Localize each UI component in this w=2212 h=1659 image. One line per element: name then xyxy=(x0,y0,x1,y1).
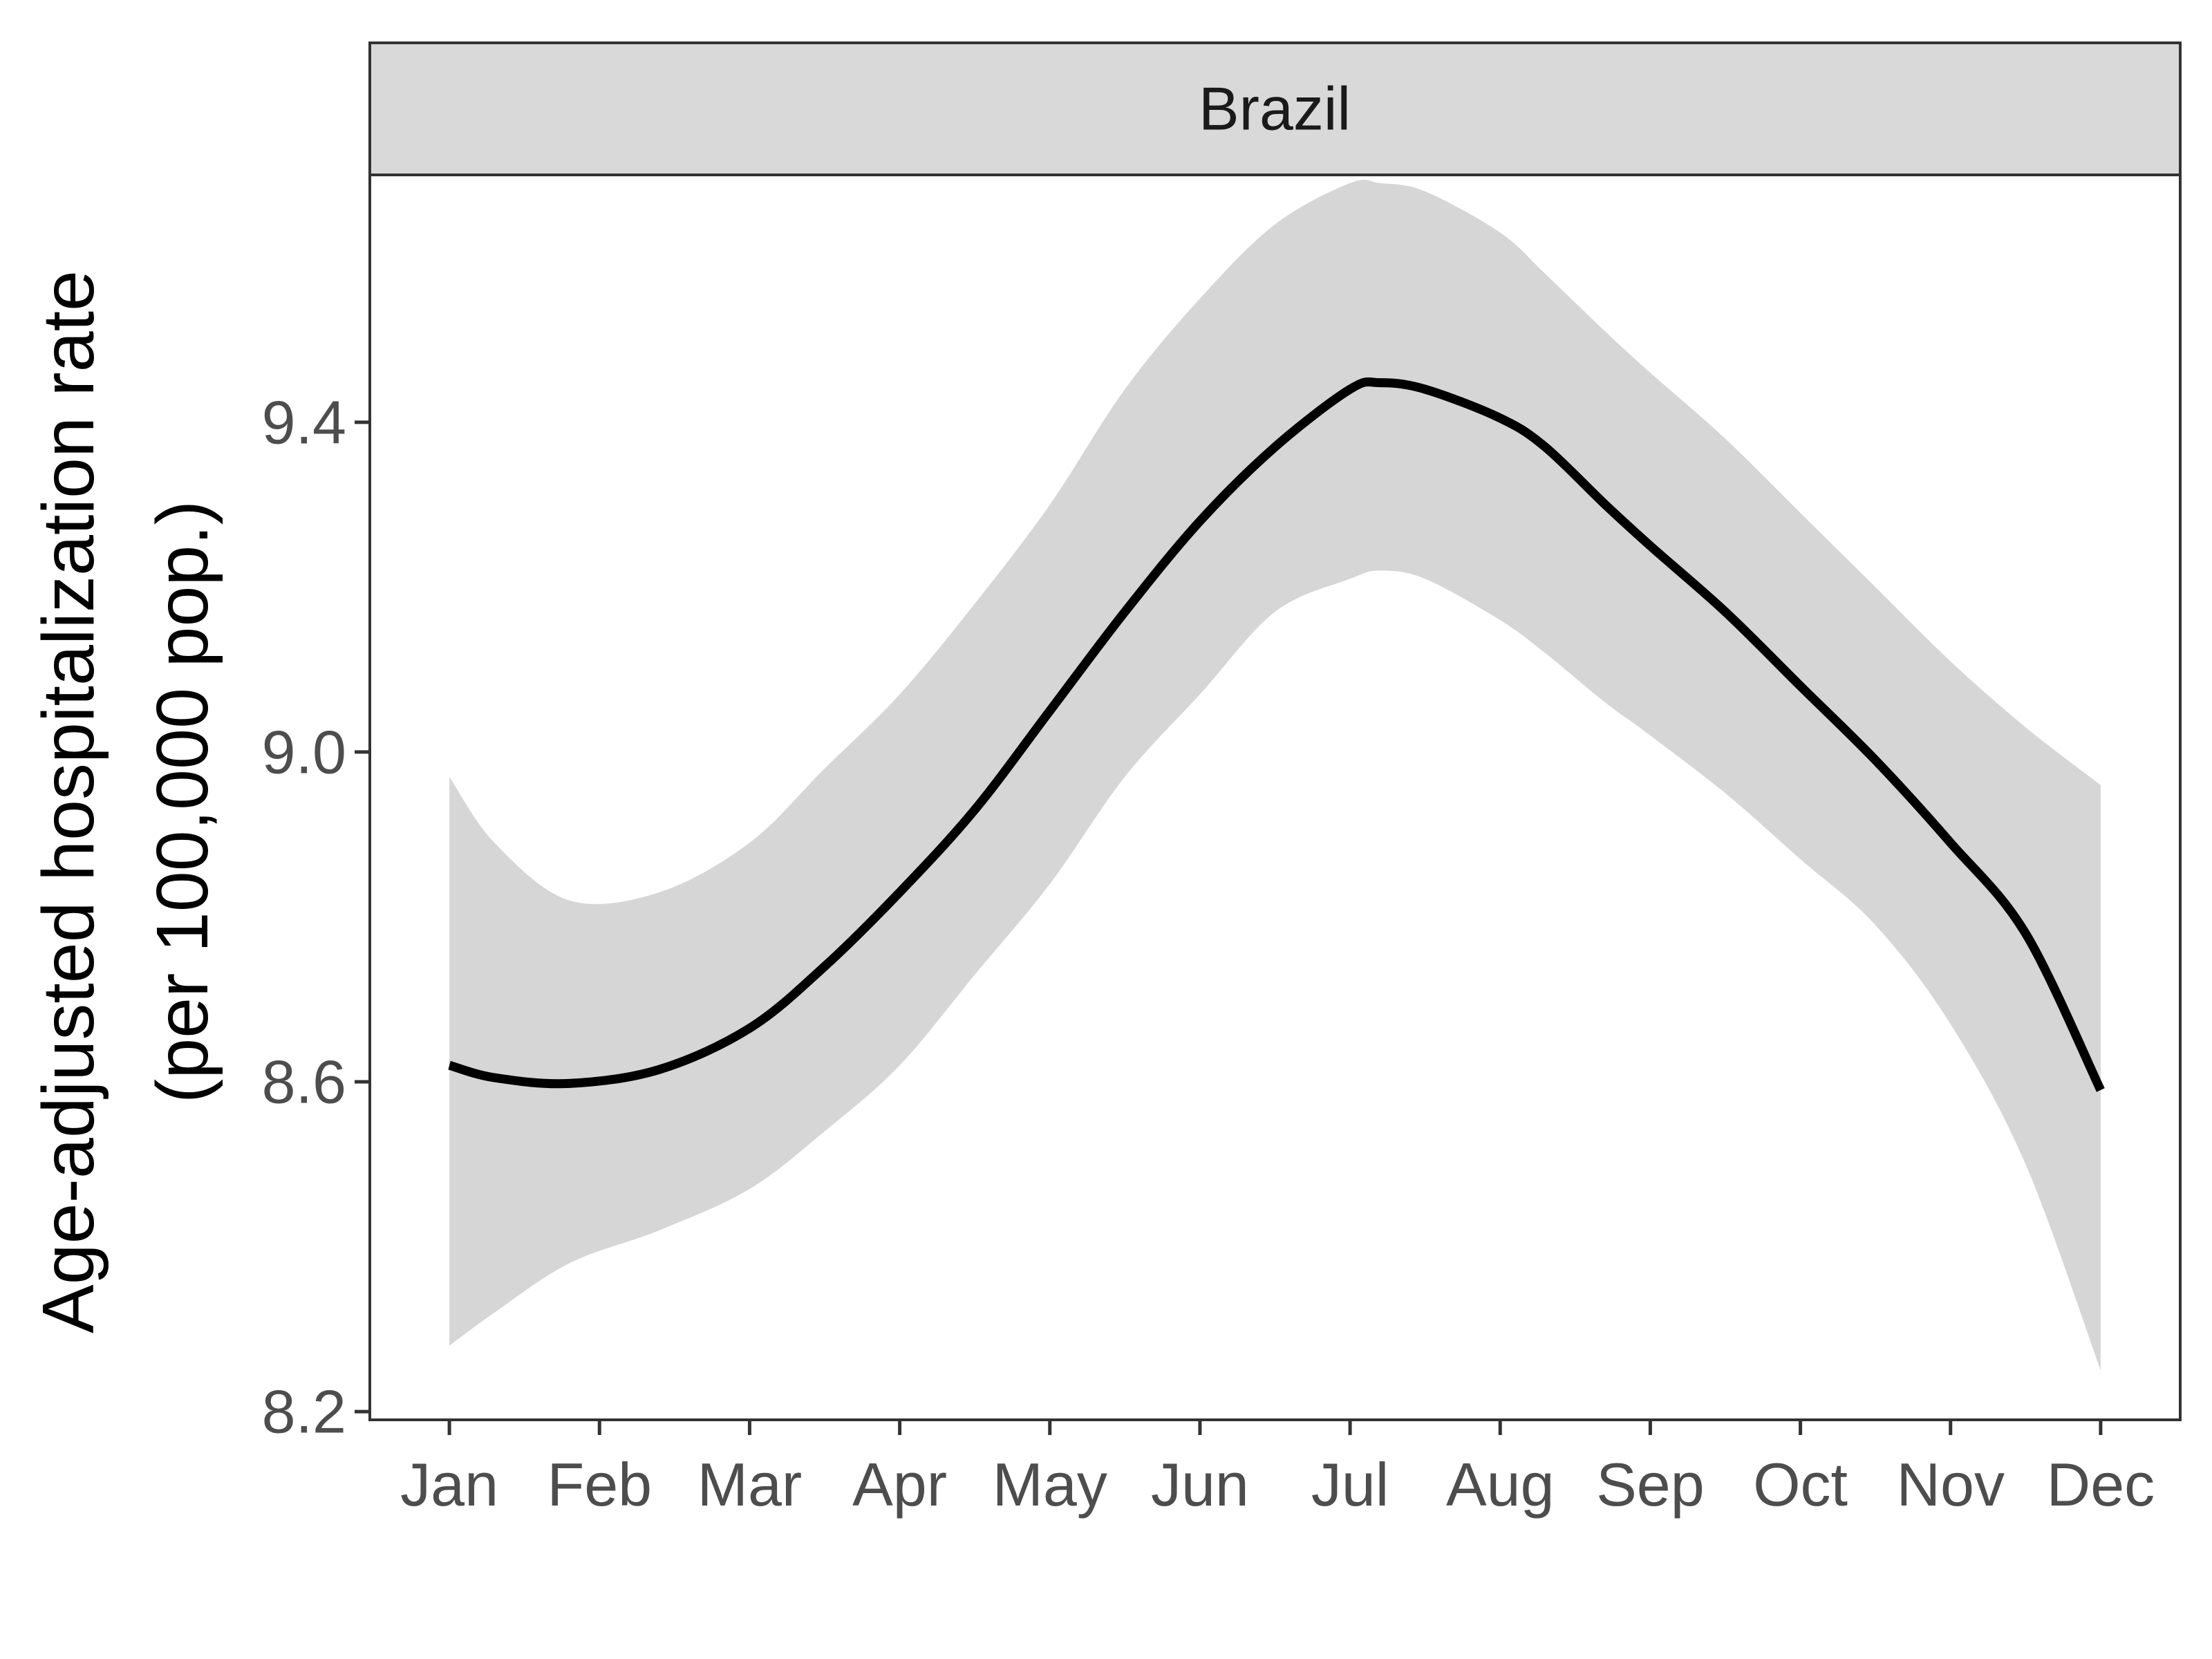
panel-border xyxy=(368,174,2182,1421)
x-tick-label: Nov xyxy=(1896,1450,2005,1519)
x-tick-label: Jun xyxy=(1151,1450,1249,1519)
x-tick-label: Dec xyxy=(2047,1450,2155,1519)
x-tick-label: Mar xyxy=(697,1450,803,1519)
x-tick-label: Apr xyxy=(852,1450,947,1519)
plot-panel xyxy=(448,180,2105,1371)
x-tick-label: Feb xyxy=(547,1450,652,1519)
confidence-ribbon xyxy=(449,180,2101,1371)
x-tick-label: Jan xyxy=(400,1450,498,1519)
x-tick-label: Aug xyxy=(1446,1450,1555,1519)
y-tick-label: 9.4 xyxy=(262,388,346,456)
y-tick-label: 8.2 xyxy=(262,1378,346,1446)
series-line xyxy=(448,377,2105,1092)
x-tick-label: Jul xyxy=(1311,1450,1389,1519)
y-tick-label: 8.6 xyxy=(262,1047,346,1116)
facet-strip xyxy=(368,41,2182,176)
y-axis: 8.2 8.6 9.0 9.4 xyxy=(262,388,370,1446)
x-axis: Jan Feb Mar Apr May Jun Jul Aug Sep Oct Nov Dec xyxy=(400,1420,2155,1519)
x-tick-label: Sep xyxy=(1596,1450,1705,1519)
y-axis-title-line1: Age-adjusted hospitalization rate xyxy=(28,270,109,1333)
y-tick-label: 9.0 xyxy=(262,718,346,786)
y-axis-title-line2: (per 100,000 pop.) xyxy=(142,500,223,1103)
facet-strip-label: Brazil xyxy=(1199,75,1351,143)
x-tick-label: Oct xyxy=(1753,1450,1848,1519)
x-tick-label: May xyxy=(993,1450,1107,1519)
